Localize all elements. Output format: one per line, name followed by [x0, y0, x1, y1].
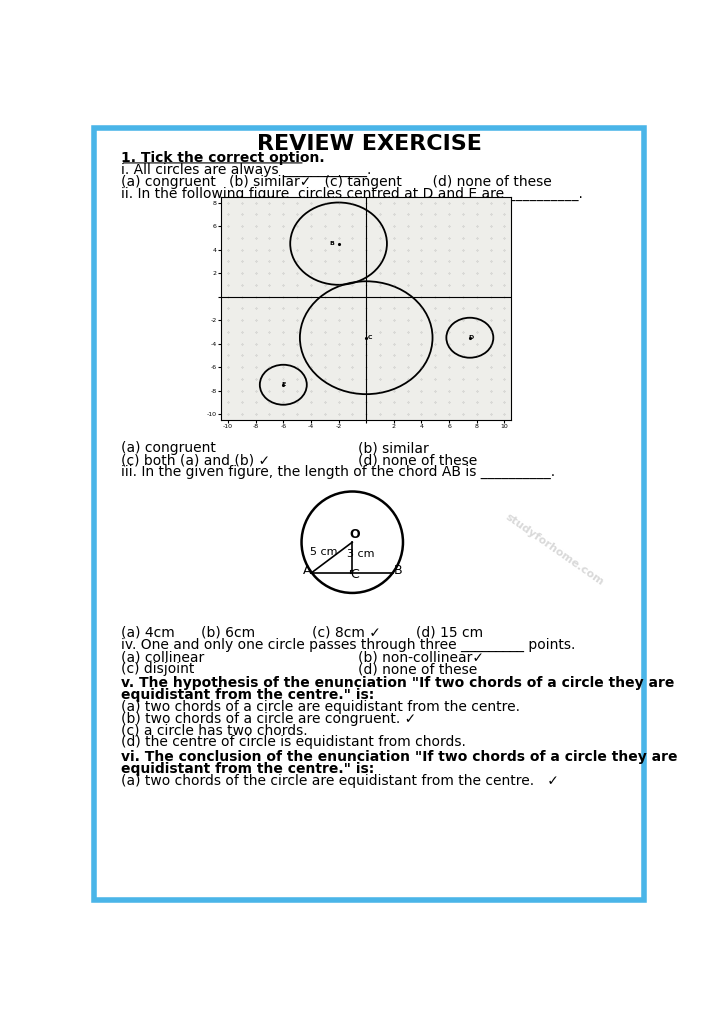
Text: vi. The conclusion of the enunciation "If two chords of a circle they are: vi. The conclusion of the enunciation "I…: [121, 750, 678, 765]
Text: (d) none of these: (d) none of these: [358, 453, 477, 467]
Text: 1. Tick the correct option.: 1. Tick the correct option.: [121, 152, 324, 165]
Text: (c) both (a) and (b) ✓: (c) both (a) and (b) ✓: [121, 453, 270, 467]
Text: iii. In the given figure, the length of the chord AB is __________.: iii. In the given figure, the length of …: [121, 464, 555, 478]
Text: ii. In the following figure, circles centred at D and E are __________.: ii. In the following figure, circles cen…: [121, 186, 582, 201]
Text: equidistant from the centre." is:: equidistant from the centre." is:: [121, 761, 374, 776]
Text: (c) disjoint: (c) disjoint: [121, 663, 194, 676]
Text: (b) non-collinear✓: (b) non-collinear✓: [358, 651, 484, 664]
Text: (a) two chords of the circle are equidistant from the centre.   ✓: (a) two chords of the circle are equidis…: [121, 774, 559, 788]
Text: (d) the centre of circle is equidistant from chords.: (d) the centre of circle is equidistant …: [121, 735, 466, 749]
Text: (b) similar: (b) similar: [358, 441, 428, 455]
Text: (a) two chords of a circle are equidistant from the centre.: (a) two chords of a circle are equidista…: [121, 700, 520, 714]
Text: (b) two chords of a circle are congruent. ✓: (b) two chords of a circle are congruent…: [121, 712, 416, 726]
Text: (a) congruent   (b) similar✓   (c) tangent       (d) none of these: (a) congruent (b) similar✓ (c) tangent (…: [121, 175, 552, 188]
Text: studyforhome.com: studyforhome.com: [503, 512, 605, 587]
Text: i. All circles are always ____________.: i. All circles are always ____________.: [121, 163, 371, 177]
Text: equidistant from the centre." is:: equidistant from the centre." is:: [121, 688, 374, 702]
Text: (a) 4cm      (b) 6cm             (c) 8cm ✓        (d) 15 cm: (a) 4cm (b) 6cm (c) 8cm ✓ (d) 15 cm: [121, 625, 483, 639]
Text: (d) none of these: (d) none of these: [358, 663, 477, 676]
Text: (a) collinear: (a) collinear: [121, 651, 204, 664]
Text: (a) congruent: (a) congruent: [121, 441, 215, 455]
Text: iv. One and only one circle passes through three _________ points.: iv. One and only one circle passes throu…: [121, 638, 575, 653]
FancyBboxPatch shape: [94, 128, 644, 900]
Text: REVIEW EXERCISE: REVIEW EXERCISE: [256, 134, 482, 154]
Text: (c) a circle has two chords.: (c) a circle has two chords.: [121, 724, 307, 737]
Text: v. The hypothesis of the enunciation "If two chords of a circle they are: v. The hypothesis of the enunciation "If…: [121, 676, 674, 690]
